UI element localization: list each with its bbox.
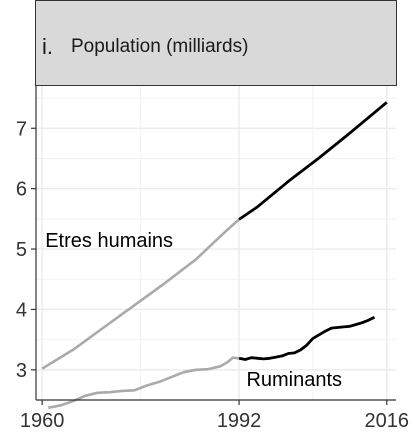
panel-letter: i.	[42, 34, 53, 59]
y-tick-label: 5	[16, 239, 27, 261]
series-line-ruminants-before	[48, 356, 240, 410]
series-line-etres-humains-after	[238, 101, 388, 221]
series-line-etres-humains-before	[41, 218, 240, 370]
series-lines	[41, 101, 388, 410]
strip-background	[35, 0, 397, 86]
series-labels: Etres humains Ruminants	[45, 230, 342, 391]
x-tick-label: 1960	[20, 410, 65, 432]
facet-strip: i. Population (milliards)	[35, 0, 397, 86]
y-tick-label: 3	[16, 360, 27, 382]
x-tick-label: 1992	[217, 410, 262, 432]
axes: 3 4 5 6 7 1960 1992 2016	[16, 86, 409, 432]
y-tick-label: 6	[16, 179, 27, 201]
gridlines	[36, 86, 396, 400]
chart-title: Population (milliards)	[71, 36, 248, 57]
series-label-ruminants: Ruminants	[246, 369, 342, 391]
x-tick-label: 2016	[365, 410, 410, 432]
y-tick-label: 7	[16, 118, 27, 140]
series-line-ruminants-after	[238, 316, 376, 361]
series-label-humans: Etres humains	[45, 230, 173, 252]
y-tick-label: 4	[16, 299, 27, 321]
